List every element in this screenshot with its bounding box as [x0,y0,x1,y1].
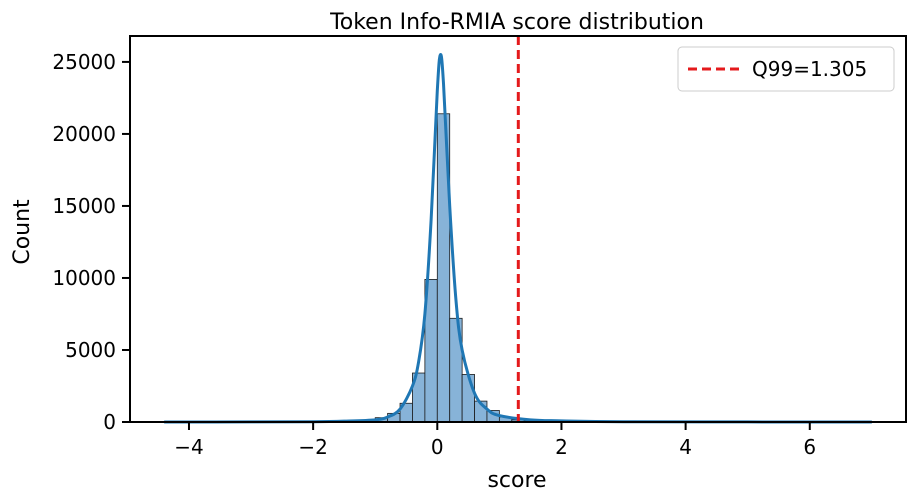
axes [122,35,907,430]
chart-title: Token Info-RMIA score distribution [329,10,704,35]
kde-curve [164,53,872,424]
y-axis-label: Count [10,199,35,265]
x-tick-label: 4 [679,435,692,459]
x-tick-label: 0 [431,435,444,459]
x-tick-label: 2 [555,435,568,459]
y-tick-label: 5000 [65,338,116,362]
tick-labels: −4 −2 0 2 4 6 0 5000 10000 15000 20000 25000 [52,50,816,459]
legend-label-q99: Q99=1.305 [752,57,867,81]
x-axis-label: score [487,468,546,493]
x-tick-label: −2 [298,435,327,459]
x-tick-label: 6 [803,435,816,459]
histogram-bars [163,113,600,423]
legend: Q99=1.305 [677,46,895,92]
y-tick-label: 15000 [52,194,116,218]
y-tick-label: 10000 [52,266,116,290]
y-tick-label: 20000 [52,122,116,146]
x-tick-label: −4 [174,435,203,459]
axes-frame [129,35,907,423]
y-tick-label: 25000 [52,50,116,74]
y-tick-label: 0 [103,410,116,434]
kde-curve-layer [164,53,872,424]
histogram-bar-13 [461,374,475,423]
legend-frame [677,46,895,92]
